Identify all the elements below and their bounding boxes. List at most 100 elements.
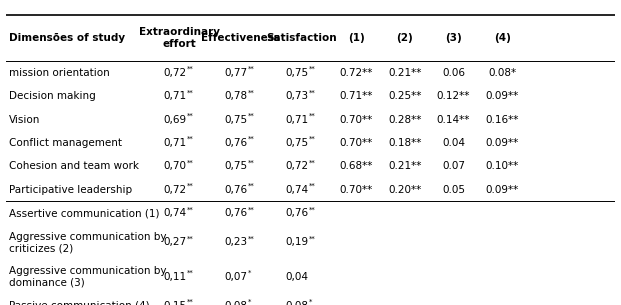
Text: Assertive communication (1): Assertive communication (1) (9, 208, 160, 218)
Text: **: ** (187, 183, 194, 189)
Text: **: ** (309, 113, 315, 119)
Text: 0,27: 0,27 (163, 237, 186, 247)
Text: mission orientation: mission orientation (9, 68, 110, 78)
Text: **: ** (187, 113, 194, 119)
Text: 0,04: 0,04 (285, 272, 308, 282)
Text: Vision: Vision (9, 115, 40, 125)
Text: *: * (248, 270, 251, 276)
Text: 0.21**: 0.21** (388, 68, 422, 78)
Text: 0.21**: 0.21** (388, 161, 422, 171)
Text: 0.09**: 0.09** (486, 185, 519, 195)
Text: 0.28**: 0.28** (388, 115, 422, 125)
Text: *: * (309, 299, 312, 305)
Text: **: ** (248, 136, 255, 142)
Text: *: * (248, 299, 251, 305)
Text: Decision making: Decision making (9, 91, 96, 101)
Text: 0.70**: 0.70** (340, 138, 373, 148)
Text: 0,75: 0,75 (224, 115, 247, 125)
Text: 0,78: 0,78 (224, 91, 247, 101)
Text: **: ** (309, 183, 315, 189)
Text: 0,19: 0,19 (285, 237, 308, 247)
Text: **: ** (248, 206, 255, 212)
Text: 0,08: 0,08 (224, 301, 247, 305)
Text: **: ** (187, 89, 194, 95)
Text: Effectiveness: Effectiveness (201, 33, 280, 43)
Text: 0,71: 0,71 (285, 115, 308, 125)
Text: 0,76: 0,76 (285, 208, 308, 218)
Text: (2): (2) (396, 33, 413, 43)
Text: (3): (3) (445, 33, 462, 43)
Text: 0.10**: 0.10** (486, 161, 519, 171)
Text: 0,11: 0,11 (163, 272, 186, 282)
Text: **: ** (187, 160, 194, 165)
Text: 0.08*: 0.08* (488, 68, 516, 78)
Text: **: ** (309, 235, 315, 242)
Text: 0.20**: 0.20** (388, 185, 422, 195)
Text: 0.07: 0.07 (442, 161, 465, 171)
Text: 0.70**: 0.70** (340, 115, 373, 125)
Text: 0,76: 0,76 (224, 185, 247, 195)
Text: 0.68**: 0.68** (340, 161, 373, 171)
Text: 0.04: 0.04 (442, 138, 465, 148)
Text: 0,23: 0,23 (224, 237, 247, 247)
Text: Dimensões of study: Dimensões of study (9, 33, 125, 43)
Text: 0,72: 0,72 (163, 185, 186, 195)
Text: 0,75: 0,75 (224, 161, 247, 171)
Text: Extraordinary
effort: Extraordinary effort (139, 27, 220, 49)
Text: **: ** (187, 299, 194, 305)
Text: 0,72: 0,72 (285, 161, 308, 171)
Text: 0,71: 0,71 (163, 138, 186, 148)
Text: **: ** (248, 160, 255, 165)
Text: Participative leadership: Participative leadership (9, 185, 132, 195)
Text: **: ** (309, 206, 315, 212)
Text: 0.12**: 0.12** (437, 91, 470, 101)
Text: **: ** (187, 136, 194, 142)
Text: 0,73: 0,73 (285, 91, 308, 101)
Text: **: ** (309, 160, 315, 165)
Text: 0,74: 0,74 (163, 208, 186, 218)
Text: 0.70**: 0.70** (340, 185, 373, 195)
Text: 0,69: 0,69 (163, 115, 186, 125)
Text: Satisfaction: Satisfaction (266, 33, 337, 43)
Text: 0,15: 0,15 (163, 301, 186, 305)
Text: 0,77: 0,77 (224, 68, 247, 78)
Text: **: ** (309, 136, 315, 142)
Text: **: ** (187, 206, 194, 212)
Text: **: ** (309, 66, 315, 72)
Text: 0,74: 0,74 (285, 185, 308, 195)
Text: 0,71: 0,71 (163, 91, 186, 101)
Text: 0.71**: 0.71** (340, 91, 373, 101)
Text: 0,76: 0,76 (224, 138, 247, 148)
Text: **: ** (248, 183, 255, 189)
Text: **: ** (248, 89, 255, 95)
Text: **: ** (309, 89, 315, 95)
Text: 0,72: 0,72 (163, 68, 186, 78)
Text: 0,07: 0,07 (224, 272, 247, 282)
Text: **: ** (187, 66, 194, 72)
Text: 0.72**: 0.72** (340, 68, 373, 78)
Text: 0,76: 0,76 (224, 208, 247, 218)
Text: 0,75: 0,75 (285, 68, 308, 78)
Text: **: ** (187, 235, 194, 242)
Text: **: ** (248, 113, 255, 119)
Text: 0,08: 0,08 (285, 301, 308, 305)
Text: (4): (4) (494, 33, 510, 43)
Text: 0.05: 0.05 (442, 185, 465, 195)
Text: Aggressive communication by
dominance (3): Aggressive communication by dominance (3… (9, 266, 167, 288)
Text: Passive communication (4): Passive communication (4) (9, 301, 150, 305)
Text: 0.09**: 0.09** (486, 91, 519, 101)
Text: 0,75: 0,75 (285, 138, 308, 148)
Text: **: ** (248, 235, 255, 242)
Text: (1): (1) (348, 33, 365, 43)
Text: 0.06: 0.06 (442, 68, 465, 78)
Text: 0.14**: 0.14** (437, 115, 470, 125)
Text: Conflict management: Conflict management (9, 138, 122, 148)
Text: Cohesion and team work: Cohesion and team work (9, 161, 139, 171)
Text: 0.16**: 0.16** (486, 115, 519, 125)
Text: 0.25**: 0.25** (388, 91, 422, 101)
Text: Aggressive communication by
criticizes (2): Aggressive communication by criticizes (… (9, 231, 167, 253)
Text: 0.09**: 0.09** (486, 138, 519, 148)
Text: **: ** (248, 66, 255, 72)
Text: 0,70: 0,70 (163, 161, 186, 171)
Text: **: ** (187, 270, 194, 276)
